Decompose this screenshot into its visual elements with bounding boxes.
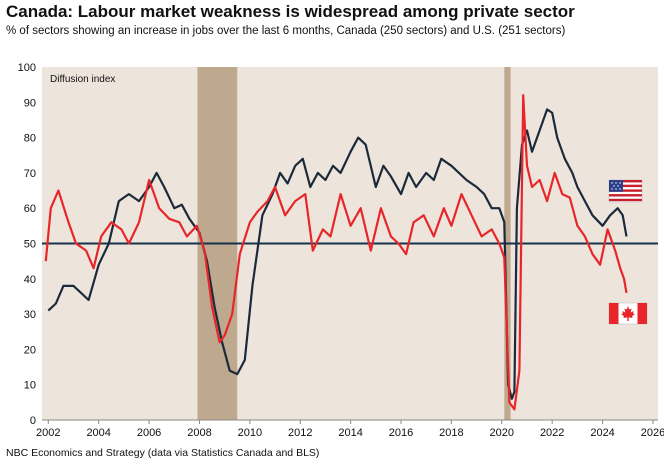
x-tick-label: 2014: [338, 427, 362, 439]
source-note: NBC Economics and Strategy (data via Sta…: [6, 447, 320, 459]
y-tick-label: 20: [24, 344, 36, 356]
x-tick-label: 2002: [36, 427, 60, 439]
y-axis: 0 10 20 30 40 50 60 70 80 90 100: [18, 62, 36, 427]
canada-flag-icon: [608, 302, 648, 325]
y-tick-label: 0: [30, 415, 36, 427]
canada-series-line: [44, 94, 628, 411]
x-axis: 2002 2004 2006 2008 2010 2012 2014 2016 2018 2020…: [36, 420, 664, 439]
y-tick-label: 70: [24, 168, 36, 180]
x-tick-label: 2016: [389, 427, 413, 439]
y-axis-label: Diffusion index: [50, 74, 115, 85]
x-tick-label: 2004: [86, 427, 110, 439]
x-tick-label: 2010: [238, 427, 262, 439]
y-tick-label: 10: [24, 380, 36, 392]
us-series-line: [47, 108, 628, 400]
x-tick-label: 2008: [187, 427, 211, 439]
x-tick-label: 2020: [490, 427, 514, 439]
x-tick-label: 2022: [540, 427, 564, 439]
chart-subtitle: % of sectors showing an increase in jobs…: [6, 25, 566, 37]
chart-title: Canada: Labour market weakness is widesp…: [6, 2, 575, 21]
y-tick-label: 80: [24, 133, 36, 145]
x-tick-label: 2026: [641, 427, 664, 439]
line-chart: Diffusion index 0 10 20 30 40 50 60 70 80 90 100 2…: [18, 62, 664, 439]
x-tick-label: 2024: [590, 427, 614, 439]
series-lines: [44, 94, 628, 411]
y-tick-label: 90: [24, 97, 36, 109]
y-tick-label: 100: [18, 62, 36, 74]
x-tick-label: 2006: [137, 427, 161, 439]
y-tick-label: 30: [24, 309, 36, 321]
y-tick-label: 50: [24, 239, 36, 251]
y-tick-label: 40: [24, 274, 36, 286]
x-tick-label: 2018: [439, 427, 463, 439]
us-flag-icon: [608, 179, 643, 203]
x-tick-label: 2012: [288, 427, 312, 439]
y-tick-label: 60: [24, 203, 36, 215]
